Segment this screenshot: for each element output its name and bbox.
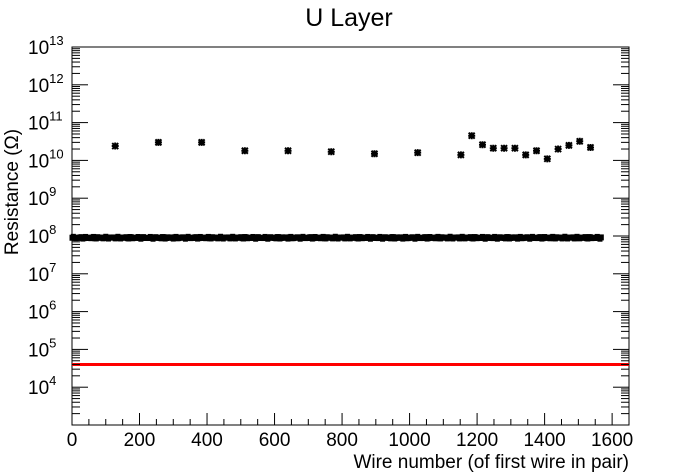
data-point [370, 150, 379, 158]
x-tick-label: 600 [259, 430, 291, 451]
data-point [532, 147, 541, 155]
x-tick-label: 1200 [456, 430, 498, 451]
x-tick-label: 1600 [591, 430, 633, 451]
x-tick-label: 1000 [388, 430, 430, 451]
chart-title: U Layer [305, 4, 393, 32]
x-tick-label: 200 [124, 430, 156, 451]
data-point [478, 141, 487, 149]
data-point [565, 141, 573, 150]
y-tick-label: 1011 [28, 109, 63, 135]
data-point [467, 132, 476, 140]
y-tick-label: 1010 [28, 146, 64, 172]
data-point [521, 151, 530, 159]
x-tick-label: 0 [67, 430, 78, 451]
data-point [576, 137, 584, 146]
data-point [413, 148, 422, 157]
data-point [489, 144, 498, 152]
x-axis-title: Wire number (of first wire in pair) [353, 452, 629, 473]
y-tick-label: 1012 [28, 71, 64, 97]
y-tick-label: 105 [28, 335, 56, 361]
data-point [500, 144, 508, 152]
data-point [457, 151, 465, 159]
x-tick-label: 1400 [523, 430, 565, 451]
x-tick-label: 800 [326, 430, 358, 451]
data-point [284, 147, 292, 155]
data-point [598, 234, 604, 241]
data-point [586, 143, 595, 152]
data-point [111, 142, 119, 150]
data-point [241, 147, 249, 155]
data-point [154, 138, 163, 147]
y-tick-label: 109 [28, 184, 56, 210]
data-point [327, 147, 335, 156]
data-point [543, 155, 552, 163]
y-tick-label: 1013 [28, 33, 64, 59]
y-tick-label: 108 [28, 222, 56, 248]
y-tick-label: 107 [28, 260, 56, 286]
y-tick-label: 104 [28, 373, 56, 399]
y-tick-label: 106 [28, 298, 56, 324]
data-point [197, 138, 206, 147]
y-axis-title: Resistance (Ω) [2, 129, 23, 255]
data-point [511, 144, 519, 152]
data-point [554, 145, 562, 153]
x-tick-label: 400 [191, 430, 223, 451]
